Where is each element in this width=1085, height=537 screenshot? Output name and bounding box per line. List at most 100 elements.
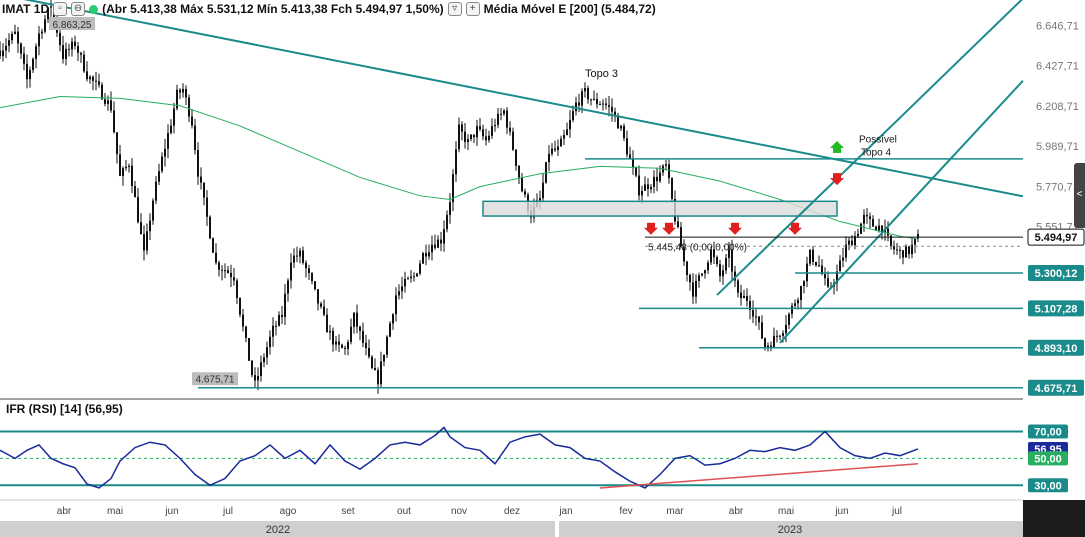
candle-body [14,31,16,34]
candle-body [509,127,511,132]
candle-body [407,278,409,280]
candle-body [563,135,565,139]
candle-body [443,229,445,244]
candle-body [215,252,217,263]
candle-body [272,325,274,337]
candle-body [107,100,109,104]
candle-body [386,336,388,355]
candle-body [644,184,646,191]
candle-body [815,261,817,266]
candle-body [911,244,913,255]
candle-body [518,165,520,178]
candle-body [86,71,88,80]
rsi-value: (56,95) [84,402,123,416]
candle-body [797,299,799,304]
candle-body [809,249,811,264]
month-label: mai [107,506,123,517]
candle-body [626,138,628,155]
candle-body [179,89,181,93]
candle-body [158,171,160,182]
candle-body [419,263,421,274]
candle-body [110,100,112,111]
candle-body [758,316,760,323]
chart-header: IMAT 1D ▫ ⊖ (Abr 5.413,38 Máx 5.531,12 M… [2,1,656,17]
candle-body [422,253,424,264]
candle-body [8,40,10,46]
add-indicator-icon[interactable]: + [465,2,480,16]
candle-body [311,273,313,282]
candle-body [593,98,595,100]
candle-body [500,113,502,115]
candle-body [218,262,220,270]
candle-body [341,344,343,348]
candle-body [722,270,724,277]
candle-body [515,149,517,166]
settings-icon[interactable]: ▫ [53,2,68,16]
candle-body [92,76,94,81]
price-label: 5.107,28 [1035,303,1078,315]
candle-body [656,176,658,182]
price-label-box [1027,228,1085,246]
candle-body [803,281,805,286]
candle-body [71,41,73,50]
candle-body [437,239,439,248]
candle-body [353,312,355,327]
month-label: mar [666,506,684,517]
candle-body [398,291,400,296]
candle-body [866,214,868,217]
candle-body [392,314,394,324]
month-label: dez [504,506,520,517]
candle-body [416,273,418,277]
candle-body [512,131,514,150]
candle-body [323,306,325,315]
candle-body [77,45,79,53]
candle-body [227,270,229,273]
candle-body [119,154,121,176]
candle-body [383,354,385,362]
resistance-zone-box [482,200,838,217]
candle-body [692,282,694,297]
candle-body [629,154,631,160]
candle-body [620,125,622,129]
candle-body [356,312,358,327]
candle-body [467,139,469,142]
candle-body [260,362,262,377]
candle-body [725,258,727,271]
candle-body [20,43,22,54]
candle-body [290,262,292,281]
rsi-level-box [1028,478,1068,493]
candle-body [794,303,796,306]
candle-body [440,239,442,244]
candle-body [368,348,370,357]
price-label: 5.494,97 [1035,232,1078,244]
collapse-icon[interactable]: ⊖ [71,2,86,16]
candle-body [302,250,304,263]
candle-body [473,134,475,138]
candle-body [689,274,691,283]
candle-body [44,19,46,32]
candle-body [221,269,223,271]
price-label-box [1028,300,1084,317]
candle-body [590,99,592,101]
candle-body [359,326,361,331]
candle-body [752,310,754,317]
rsi-line [0,426,919,489]
candle-body [575,102,577,112]
side-panel-handle[interactable]: < [1074,163,1085,228]
min-label-box [192,372,238,386]
candle-body [524,191,526,195]
dropdown-icon[interactable]: ▿ [447,2,462,16]
candle-body [614,111,616,116]
candle-body [347,341,349,349]
candle-body [455,149,457,175]
candle-body [281,314,283,318]
candle-body [719,264,721,277]
candle-body [728,249,730,259]
candle-body [134,186,136,198]
candle-body [335,341,337,345]
candle-body [557,146,559,151]
rsi-support-line [599,462,919,489]
candle-body [857,233,859,237]
candle-body [770,345,772,348]
